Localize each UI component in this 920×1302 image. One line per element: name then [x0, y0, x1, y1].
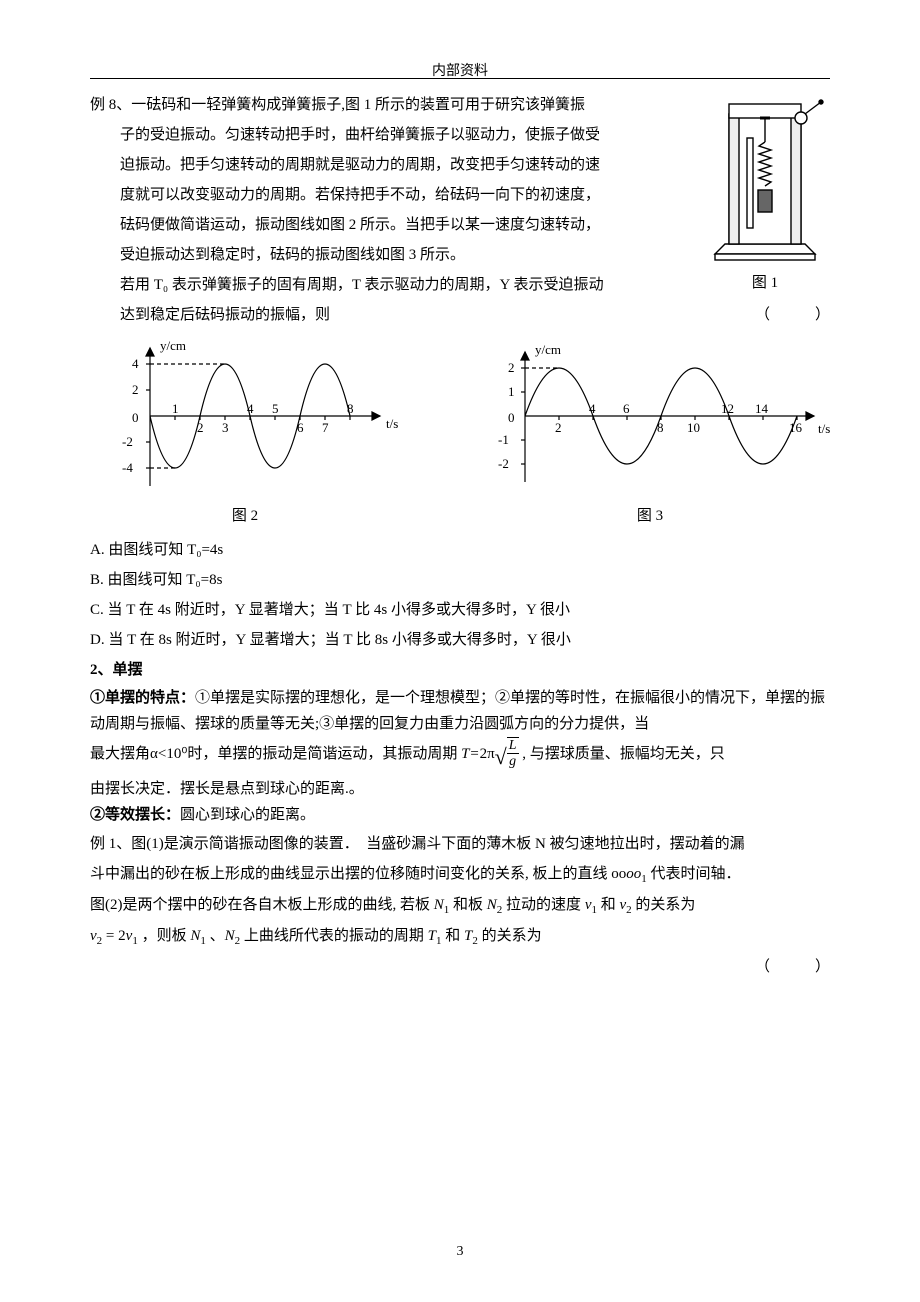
content: 图 1 例 8、一砝码和一轻弹簧构成弹簧振子,图 1 所示的装置可用于研究该弹簧… — [90, 60, 830, 982]
choice-a: A. 由图线可知 T₀=4s — [90, 535, 830, 565]
chart2-yt3: 2 — [132, 382, 139, 397]
answer-paren-1: （ ） — [755, 300, 830, 330]
example1-line3: 图(2)是两个摆中的砂在各自木板上形成的曲线, 若板 N1 和板 N2 拉动的速… — [90, 890, 830, 921]
chart3-xt4: 10 — [687, 420, 700, 435]
chart3-ylabel: y/cm — [535, 342, 561, 357]
chart-2-svg: y/cm t/s 4 2 0 -2 -4 1 2 3 4 5 6 7 — [90, 336, 400, 496]
pendulum-p1-last: 由摆长决定．摆长是悬点到球心的距离.。 — [90, 776, 830, 802]
figure-1: 图 1 — [700, 94, 830, 298]
chart2-xt6: 7 — [322, 420, 329, 435]
chart2-xt3: 4 — [247, 401, 254, 416]
problem8-line7-text: 达到稳定后砝码振动的振幅，则 — [120, 307, 330, 323]
chart-3: y/cm t/s 2 1 0 -1 -2 2 4 6 8 10 12 14 — [470, 336, 830, 531]
chart3-xt6: 14 — [755, 401, 769, 416]
chart2-yt0: -4 — [122, 460, 133, 475]
chart2-yt2: 0 — [132, 410, 139, 425]
chart3-xt1: 4 — [589, 401, 596, 416]
pendulum-math-prefix: 最大摆角α<10⁰时，单摆的振动是简谐运动，其振动周期 — [90, 746, 457, 762]
pendulum-p1-prefix: ①单摆的特点： — [90, 690, 195, 706]
chart2-ylabel: y/cm — [160, 338, 186, 353]
apparatus-drawing — [705, 94, 825, 264]
chart3-xt2: 6 — [623, 401, 630, 416]
chart3-xt0: 2 — [555, 420, 562, 435]
choice-b: B. 由图线可知 T₀=8s — [90, 565, 830, 595]
chart2-xt0: 1 — [172, 401, 179, 416]
chart2-yt4: 4 — [132, 356, 139, 371]
pendulum-p1-a: ①单摆的特点：①单摆是实际摆的理想化，是一个理想模型；②单摆的等时性，在振幅很小… — [90, 685, 830, 738]
chart2-xt4: 5 — [272, 401, 279, 416]
pendulum-p2: ②等效摆长：圆心到球心的距离。 — [90, 802, 830, 828]
pendulum-p1-body: ①单摆是实际摆的理想化，是一个理想模型；②单摆的等时性，在振幅很小的情况下，单摆… — [90, 690, 825, 732]
chart-2-label: 图 2 — [90, 501, 400, 531]
example1-line4: v2 = 2v1 ，则板 N1 、N2 上曲线所代表的振动的周期 T1 和 T2… — [90, 921, 830, 952]
chart3-yt2: 0 — [508, 410, 515, 425]
choice-d: D. 当 T 在 8s 附近时，Y 显著增大；当 T 比 8s 小得多或大得多时… — [90, 625, 830, 655]
chart3-xlabel: t/s — [818, 421, 830, 436]
chart3-yt1: -1 — [498, 432, 509, 447]
chart2-xt1: 2 — [197, 420, 204, 435]
page-number: 3 — [0, 1238, 920, 1266]
chart2-xt2: 3 — [222, 420, 229, 435]
chart2-xlabel: t/s — [386, 416, 398, 431]
chart-3-label: 图 3 — [470, 501, 830, 531]
chart-2: y/cm t/s 4 2 0 -2 -4 1 2 3 4 5 6 7 — [90, 336, 400, 531]
chart3-yt4: 2 — [508, 360, 515, 375]
answer-paren-2: （ ） — [90, 952, 830, 982]
pendulum-heading: 2、单摆 — [90, 655, 830, 685]
chart2-yt1: -2 — [122, 434, 133, 449]
chart3-xt3: 8 — [657, 420, 664, 435]
chart3-xt5: 12 — [721, 401, 734, 416]
chart-3-svg: y/cm t/s 2 1 0 -1 -2 2 4 6 8 10 12 14 — [470, 336, 830, 496]
pendulum-p2-prefix: ②等效摆长： — [90, 807, 180, 823]
chart3-yt3: 1 — [508, 384, 515, 399]
example1-line1: 例 1、图(1)是演示简谐振动图像的装置． 当盛砂漏斗下面的薄木板 N 被匀速地… — [90, 829, 830, 859]
chart2-xt7: 8 — [347, 401, 354, 416]
pendulum-p2-body: 圆心到球心的距离。 — [180, 807, 315, 823]
pendulum-formula-line: 最大摆角α<10⁰时，单摆的振动是简谐运动，其振动周期 T=2π√Lg , 与摆… — [90, 738, 830, 777]
chart3-yt0: -2 — [498, 456, 509, 471]
header-title: 内部资料 — [0, 58, 920, 86]
chart2-xt5: 6 — [297, 420, 304, 435]
chart3-xt7: 16 — [789, 420, 803, 435]
problem8-line7: 达到稳定后砝码振动的振幅，则 （ ） — [90, 300, 830, 330]
example1-line2: 斗中漏出的砂在板上形成的曲线显示出摆的位移随时间变化的关系, 板上的直线 ooo… — [90, 859, 830, 890]
choice-c: C. 当 T 在 4s 附近时，Y 显著增大；当 T 比 4s 小得多或大得多时… — [90, 595, 830, 625]
pendulum-tail: , 与摆球质量、振幅均无关，只 — [522, 746, 725, 762]
header-rule — [90, 78, 830, 79]
formula-T: T=2π√Lg — [461, 746, 522, 762]
figure-1-label: 图 1 — [700, 268, 830, 298]
